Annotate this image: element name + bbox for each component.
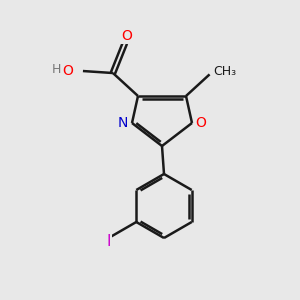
Text: O: O	[122, 29, 132, 43]
Text: H: H	[52, 62, 61, 76]
Text: CH₃: CH₃	[214, 65, 237, 78]
Text: I: I	[106, 235, 111, 250]
Text: O: O	[196, 116, 206, 130]
Text: N: N	[118, 116, 128, 130]
Text: O: O	[62, 64, 73, 78]
